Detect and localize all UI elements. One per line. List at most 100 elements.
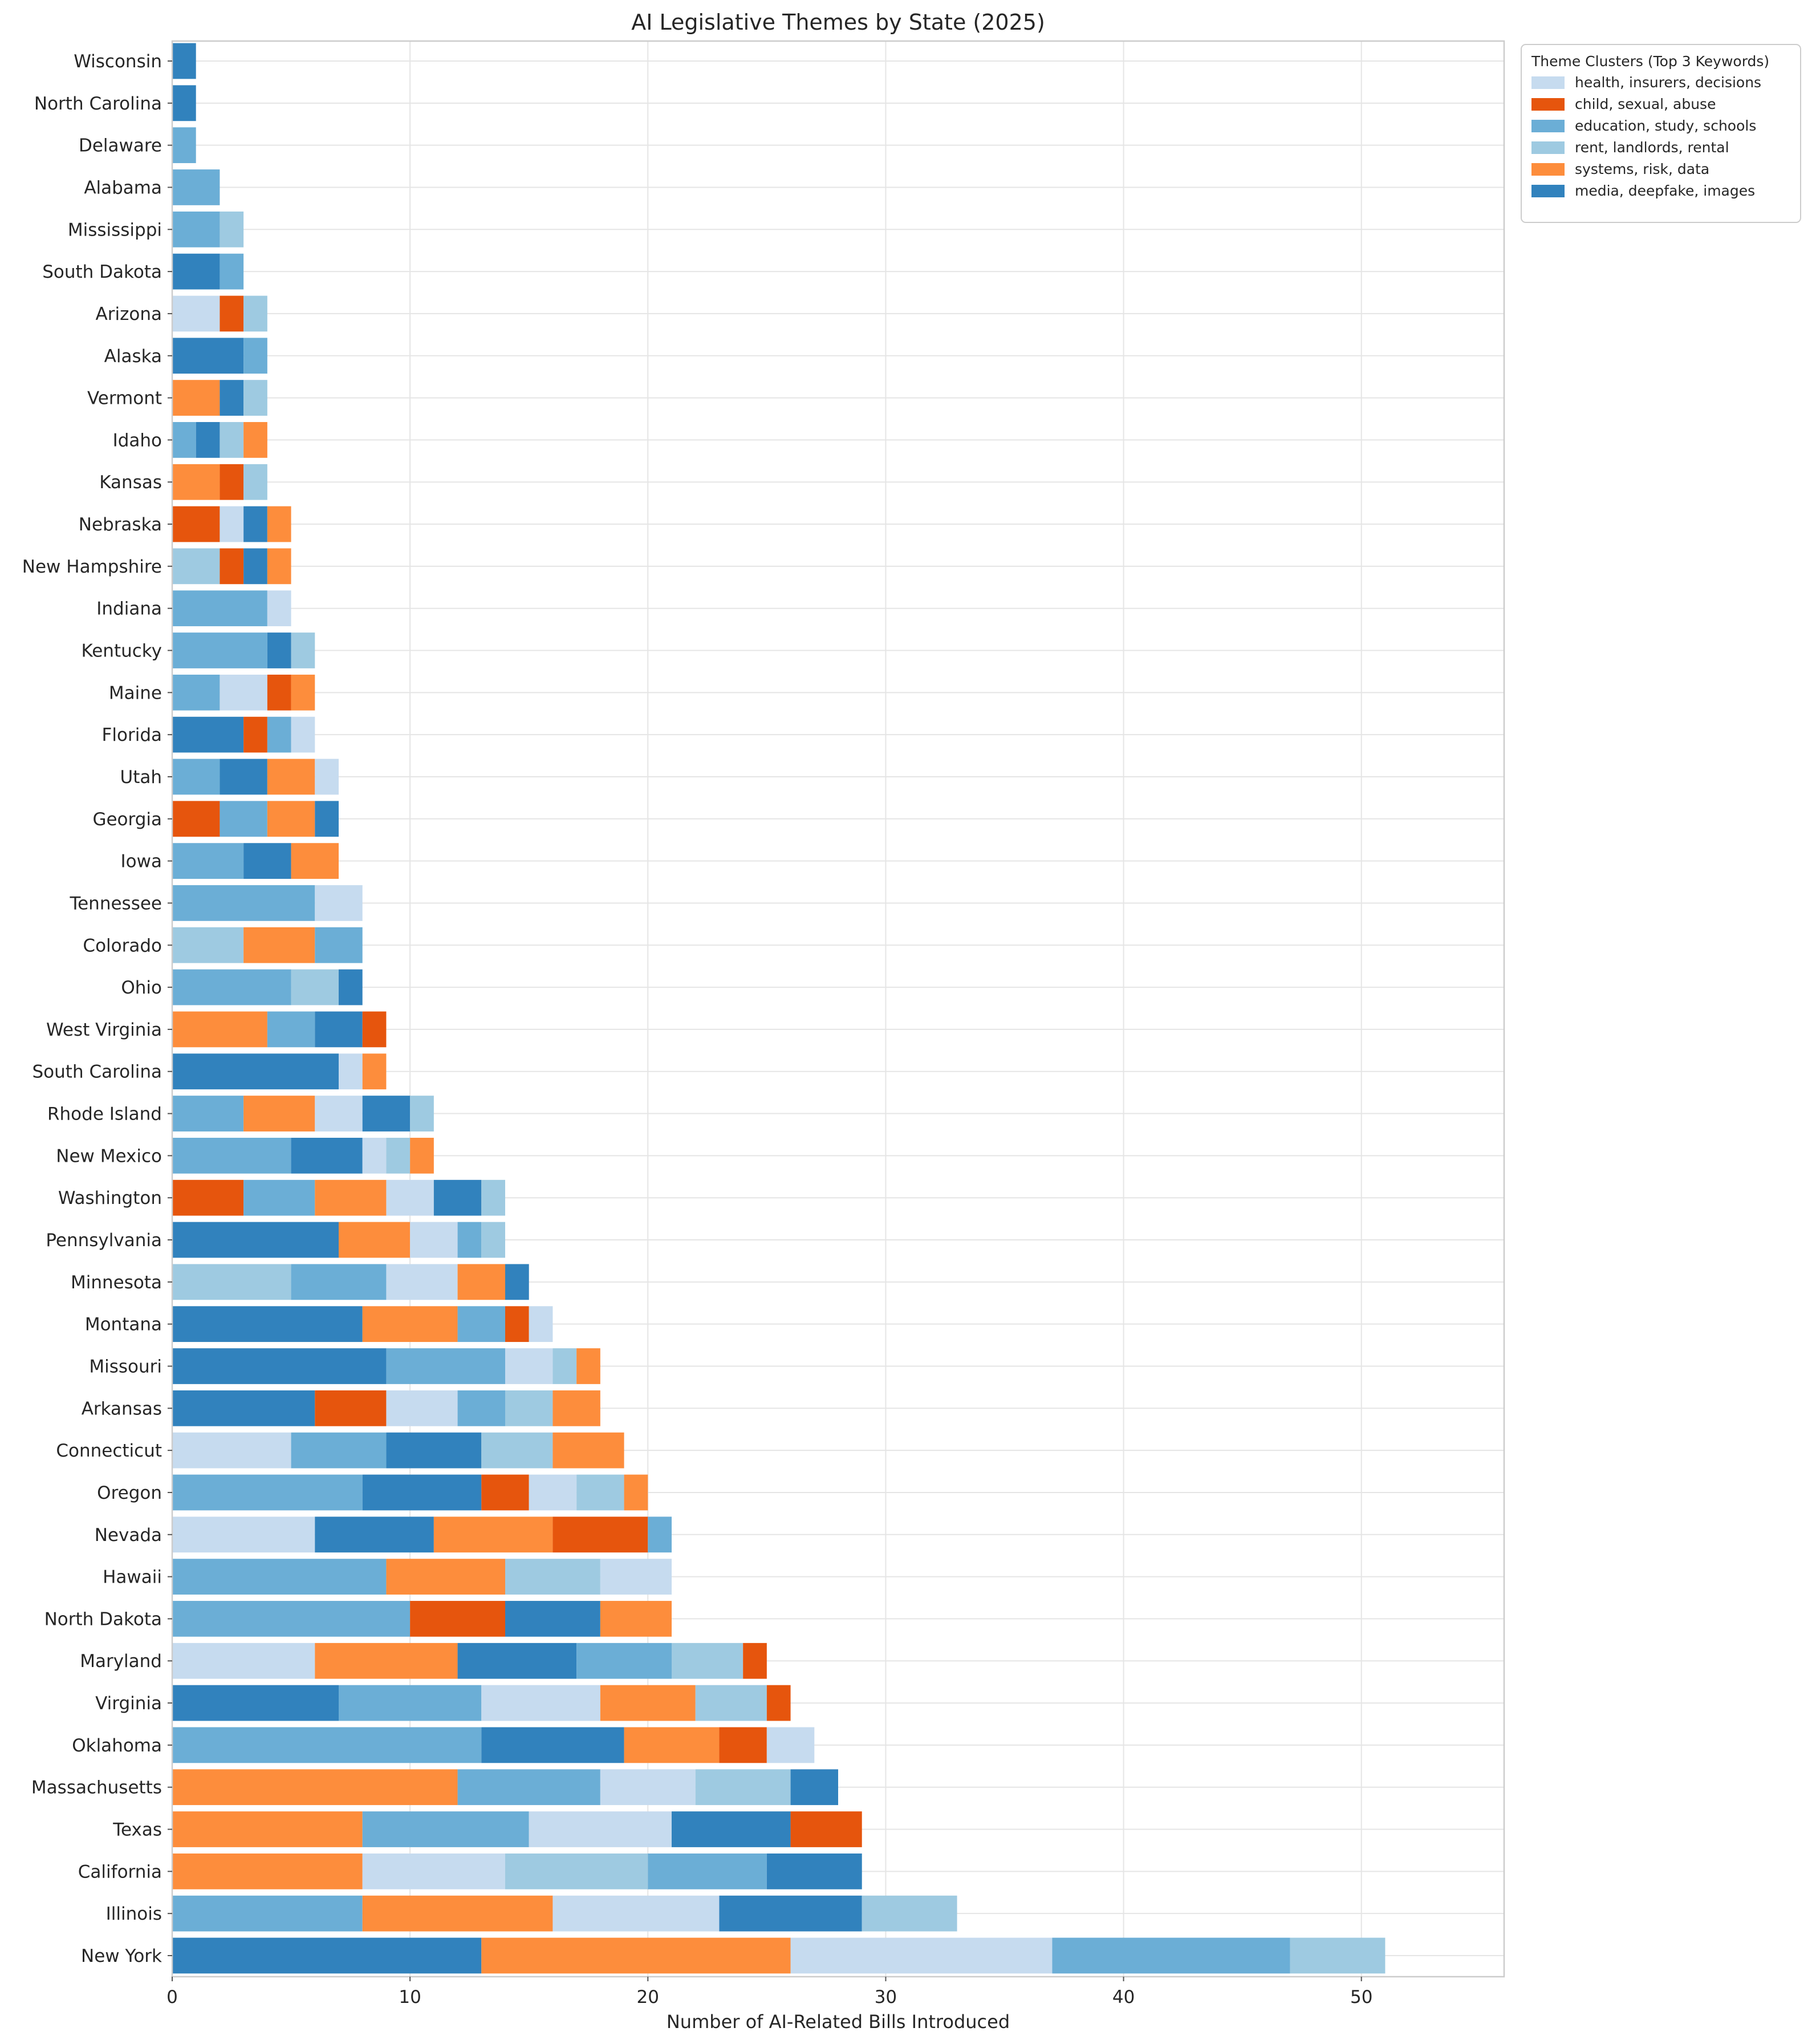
bar-segment-rent: [172, 1264, 291, 1300]
bar-segment-child: [220, 548, 244, 585]
bar-segment-systems: [243, 927, 315, 963]
bar-segment-child: [220, 295, 244, 332]
legend-swatch-child: [1531, 98, 1565, 111]
bar-segment-rent: [672, 1642, 744, 1679]
bar-group: [172, 1895, 957, 1932]
bar-segment-education: [172, 422, 196, 458]
bar-segment-systems: [624, 1727, 720, 1763]
bar-segment-education: [648, 1516, 672, 1553]
bar-segment-education: [339, 1685, 482, 1721]
legend: Theme Clusters (Top 3 Keywords) health, …: [1521, 44, 1801, 223]
legend-swatch-rent: [1531, 141, 1565, 154]
bar-segment-media: [220, 380, 244, 416]
bar-segment-health: [172, 295, 220, 332]
y-tick-label: Arkansas: [82, 1398, 162, 1419]
bar-segment-rent: [1290, 1937, 1386, 1974]
bar-segment-systems: [315, 1179, 387, 1216]
bar-segment-health: [386, 1179, 434, 1216]
bar-segment-education: [172, 1138, 291, 1174]
bar-segment-media: [339, 969, 363, 1005]
bar-segment-child: [766, 1685, 791, 1721]
bar-segment-child: [172, 801, 220, 837]
bar-segment-media: [362, 1474, 482, 1511]
bar-segment-rent: [291, 632, 315, 668]
bar-segment-education: [648, 1853, 767, 1889]
legend-swatch-media: [1531, 185, 1565, 197]
bar-group: [172, 1306, 553, 1343]
bar-group: [172, 1811, 862, 1847]
y-tick-label: South Dakota: [42, 262, 162, 282]
bar-segment-education: [172, 1895, 363, 1932]
bar-group: [172, 253, 244, 290]
bar-segment-media: [172, 85, 196, 121]
bar-segment-systems: [481, 1937, 791, 1974]
bar-group: [172, 1011, 387, 1048]
bar-segment-media: [172, 1390, 315, 1426]
bar-segment-education: [172, 969, 291, 1005]
y-tick-label: Alaska: [104, 346, 162, 367]
bar-segment-rent: [220, 211, 244, 248]
y-tick-label: Massachusetts: [31, 1778, 162, 1798]
bar-segment-child: [552, 1516, 648, 1553]
bars-layer: [172, 43, 1386, 1974]
bar-segment-child: [410, 1601, 505, 1637]
bar-segment-systems: [600, 1685, 696, 1721]
bar-group: [172, 169, 220, 205]
bar-segment-education: [172, 632, 267, 668]
bar-segment-education: [457, 1769, 600, 1806]
bar-segment-child: [743, 1642, 767, 1679]
y-tick-label: Hawaii: [103, 1567, 162, 1588]
bar-group: [172, 1390, 600, 1426]
y-tick-label: North Dakota: [44, 1609, 162, 1629]
bar-segment-education: [220, 801, 267, 837]
bar-segment-health: [315, 1096, 363, 1132]
bar-segment-child: [505, 1306, 529, 1343]
bar-segment-systems: [172, 1853, 363, 1889]
bar-segment-health: [172, 1516, 315, 1553]
bar-segment-media: [672, 1811, 791, 1847]
y-tick-label: Oregon: [97, 1483, 162, 1503]
bar-group: [172, 506, 291, 542]
bar-segment-systems: [410, 1138, 434, 1174]
bar-segment-media: [505, 1264, 529, 1300]
bar-segment-media: [315, 1516, 434, 1553]
y-tick-label: Maryland: [80, 1651, 162, 1672]
x-tick-label: 30: [875, 1987, 897, 2008]
bar-segment-rent: [220, 422, 244, 458]
bar-segment-systems: [172, 380, 220, 416]
bar-segment-media: [315, 801, 339, 837]
bar-segment-media: [505, 1601, 600, 1637]
x-tick-label: 0: [166, 1987, 178, 2008]
bar-segment-education: [172, 885, 315, 921]
bar-segment-systems: [172, 1011, 267, 1048]
bar-segment-systems: [386, 1559, 505, 1595]
y-tick-label: Colorado: [83, 935, 162, 956]
bar-segment-education: [243, 1179, 315, 1216]
y-tick-label: Utah: [120, 767, 162, 788]
bar-segment-health: [362, 1853, 505, 1889]
bar-segment-health: [315, 885, 363, 921]
bar-segment-education: [172, 674, 220, 711]
bar-segment-rent: [481, 1432, 553, 1469]
bar-group: [172, 1516, 672, 1553]
bar-segment-rent: [695, 1685, 767, 1721]
y-tick-label: Virginia: [95, 1693, 162, 1714]
bar-segment-health: [172, 1642, 315, 1679]
bar-segment-media: [172, 716, 244, 753]
bar-segment-media: [172, 1685, 339, 1721]
bar-segment-education: [172, 1601, 411, 1637]
bar-group: [172, 1642, 767, 1679]
y-tick-label: New York: [81, 1946, 162, 1966]
bar-segment-systems: [172, 1769, 458, 1806]
bar-segment-education: [457, 1306, 505, 1343]
bar-segment-health: [766, 1727, 815, 1763]
y-tick-label: Rhode Island: [47, 1104, 162, 1125]
bar-group: [172, 927, 363, 963]
bar-segment-child: [267, 674, 291, 711]
y-tick-label: Idaho: [113, 430, 162, 451]
bar-segment-systems: [315, 1642, 458, 1679]
bar-group: [172, 1179, 505, 1216]
bar-segment-child: [790, 1811, 862, 1847]
bar-segment-education: [172, 169, 220, 205]
x-tick-label: 10: [399, 1987, 421, 2008]
